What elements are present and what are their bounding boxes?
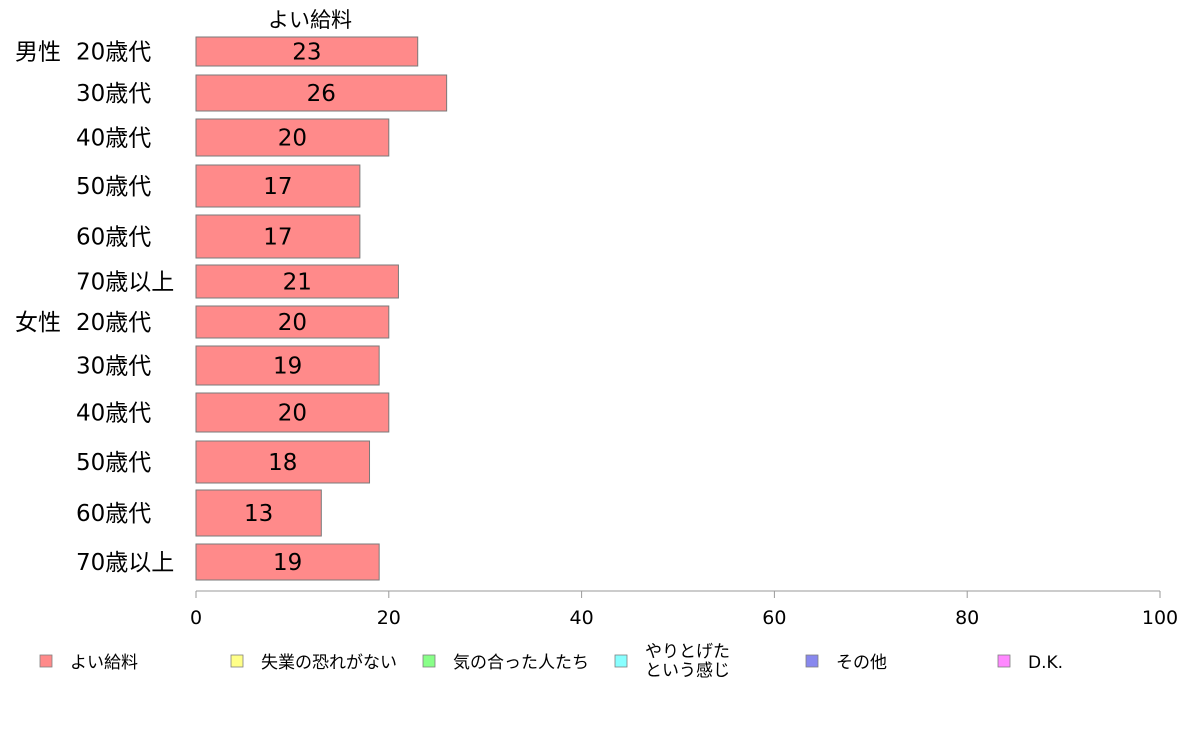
bar-value-label: 20: [278, 401, 307, 427]
bar-2: [195, 74, 448, 112]
legend-label: D.K.: [1028, 653, 1063, 673]
legend-swatch: [997, 654, 1011, 668]
bar-4: [195, 164, 361, 208]
x-tick-label: 20: [377, 607, 401, 629]
x-tick-label: 40: [570, 607, 594, 629]
bar-value-label: 19: [273, 354, 302, 380]
category-label: 30歳代: [76, 354, 151, 380]
x-tick-label: 80: [955, 607, 979, 629]
bar-value-label: 13: [244, 501, 273, 527]
legend-label: よい給料: [70, 653, 138, 673]
category-label: 40歳代: [76, 126, 151, 152]
category-label: 20歳代: [76, 40, 151, 66]
bar-11: [195, 489, 322, 537]
legend-label: という感じ: [645, 661, 730, 681]
bar-value-label: 19: [273, 550, 302, 576]
bar-value-label: 17: [263, 174, 292, 200]
category-label: 60歳代: [76, 225, 151, 251]
bar-value-label: 21: [283, 270, 312, 296]
category-label: 20歳代: [76, 310, 151, 336]
bar-value-label: 17: [263, 225, 292, 251]
bar-6: [195, 264, 399, 299]
group-label: 女性: [15, 310, 61, 336]
category-labels: 20歳代男性30歳代40歳代50歳代60歳代70歳以上20歳代女性30歳代40歳…: [15, 40, 174, 577]
x-tick-label: 0: [190, 607, 202, 629]
legend-swatch: [805, 654, 819, 668]
legend-label: その他: [836, 653, 887, 673]
legend-swatch: [422, 654, 436, 668]
bar-1: [195, 36, 419, 67]
bar-value-label: 26: [307, 81, 336, 107]
chart-title: よい給料: [268, 8, 352, 32]
legend-label: 気の合った人たち: [453, 653, 589, 673]
category-label: 50歳代: [76, 174, 151, 200]
bar-value-label: 18: [268, 450, 297, 476]
x-axis: 0 20 40 60 80 100: [190, 590, 1178, 629]
legend-label: 失業の恐れがない: [261, 653, 397, 673]
category-label: 60歳代: [76, 501, 151, 527]
bar-10: [195, 440, 371, 484]
bar-value-label: 20: [278, 126, 307, 152]
bar-value-label: 20: [278, 310, 307, 336]
bar-5: [195, 214, 361, 259]
x-tick-label: 60: [762, 607, 786, 629]
category-label: 70歳以上: [76, 550, 174, 576]
category-label: 40歳代: [76, 401, 151, 427]
bar-value-label: 23: [292, 40, 321, 66]
x-tick-label: 100: [1142, 607, 1178, 629]
category-label: 70歳以上: [76, 270, 174, 296]
legend-label: やりとげた: [645, 642, 730, 662]
bar-7: [195, 305, 390, 339]
bar-8: [195, 345, 380, 386]
category-label: 50歳代: [76, 450, 151, 476]
legend-swatch: [614, 654, 628, 668]
legend-swatch: [39, 654, 53, 668]
group-label: 男性: [15, 40, 61, 66]
bar-12: [195, 543, 380, 581]
bar-9: [195, 392, 390, 433]
legend-swatch: [230, 654, 244, 668]
bar-3: [195, 118, 390, 157]
category-label: 30歳代: [76, 81, 151, 107]
